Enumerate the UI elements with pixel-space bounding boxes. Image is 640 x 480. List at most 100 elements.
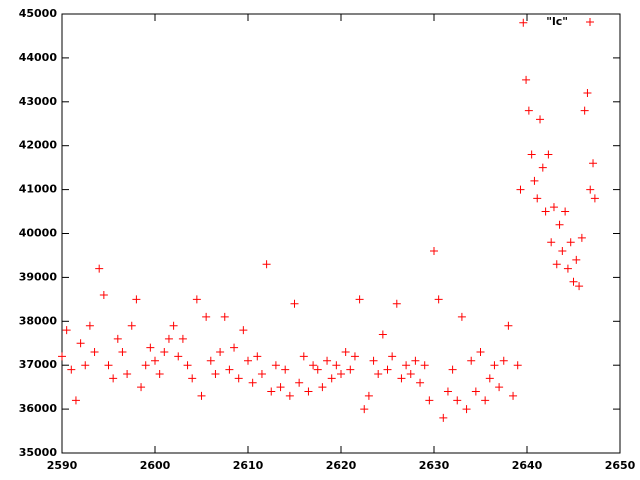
point — [558, 247, 567, 256]
point — [509, 391, 518, 400]
point — [590, 194, 599, 203]
point — [90, 348, 99, 357]
point — [369, 356, 378, 365]
point — [467, 356, 476, 365]
y-tick-label: 42000 — [19, 139, 58, 152]
point — [443, 387, 452, 396]
point — [230, 343, 239, 352]
point — [104, 361, 113, 370]
point — [524, 106, 533, 115]
y-tick-label: 36000 — [19, 402, 58, 415]
point — [572, 255, 581, 264]
point — [536, 115, 545, 124]
point — [95, 264, 104, 273]
point — [178, 334, 187, 343]
point — [85, 321, 94, 330]
point — [583, 89, 592, 98]
point — [295, 378, 304, 387]
point — [364, 391, 373, 400]
x-tick-label: 2610 — [233, 459, 264, 472]
x-tick-label: 2640 — [512, 459, 543, 472]
point — [575, 282, 584, 291]
point — [481, 396, 490, 405]
point — [164, 334, 173, 343]
point — [569, 277, 578, 286]
point — [383, 365, 392, 374]
point — [530, 176, 539, 185]
point — [552, 260, 561, 269]
point — [580, 106, 589, 115]
point — [285, 391, 294, 400]
x-tick-label: 2600 — [140, 459, 171, 472]
point — [81, 361, 90, 370]
legend-marker — [586, 18, 594, 26]
point — [155, 369, 164, 378]
point — [533, 194, 542, 203]
point — [239, 326, 248, 335]
point — [234, 374, 243, 383]
point — [211, 369, 220, 378]
point — [281, 365, 290, 374]
point — [544, 150, 553, 159]
point — [99, 290, 108, 299]
point — [160, 348, 169, 357]
point — [430, 247, 438, 256]
point — [355, 295, 364, 304]
point — [566, 238, 575, 247]
x-tick-label: 2590 — [47, 459, 78, 472]
point — [323, 356, 332, 365]
x-tick-label: 2630 — [419, 459, 450, 472]
point — [188, 374, 197, 383]
point — [374, 369, 383, 378]
point — [434, 295, 443, 304]
point — [220, 312, 229, 321]
point — [561, 207, 570, 216]
point — [471, 387, 480, 396]
point — [197, 391, 206, 400]
point — [151, 356, 159, 365]
point — [411, 356, 420, 365]
y-tick-label: 43000 — [19, 95, 58, 108]
legend-label: "lc" — [546, 15, 568, 28]
point — [58, 352, 66, 361]
point — [563, 264, 572, 273]
point — [62, 326, 71, 335]
point — [490, 361, 499, 370]
point — [332, 361, 341, 370]
point — [127, 321, 136, 330]
point — [146, 343, 155, 352]
point — [541, 207, 550, 216]
point — [485, 374, 494, 383]
point — [318, 383, 327, 392]
point — [123, 369, 132, 378]
point — [457, 312, 466, 321]
point — [267, 387, 276, 396]
y-tick-label: 37000 — [19, 358, 58, 371]
point — [519, 18, 528, 27]
point — [516, 185, 525, 194]
point — [589, 159, 598, 168]
point — [67, 365, 76, 374]
point — [174, 352, 183, 361]
point — [513, 361, 522, 370]
point — [499, 356, 508, 365]
point — [141, 361, 150, 370]
point — [549, 203, 558, 212]
point — [137, 383, 146, 392]
point — [346, 365, 355, 374]
point — [453, 396, 462, 405]
point — [216, 348, 225, 357]
point — [420, 361, 429, 370]
point — [527, 150, 536, 159]
point — [397, 374, 406, 383]
point — [71, 396, 80, 405]
point — [118, 348, 127, 357]
point — [439, 413, 448, 422]
point — [350, 352, 359, 361]
point — [206, 356, 215, 365]
point — [538, 163, 547, 172]
y-tick-label: 41000 — [19, 183, 58, 196]
point — [183, 361, 192, 370]
point — [304, 387, 313, 396]
